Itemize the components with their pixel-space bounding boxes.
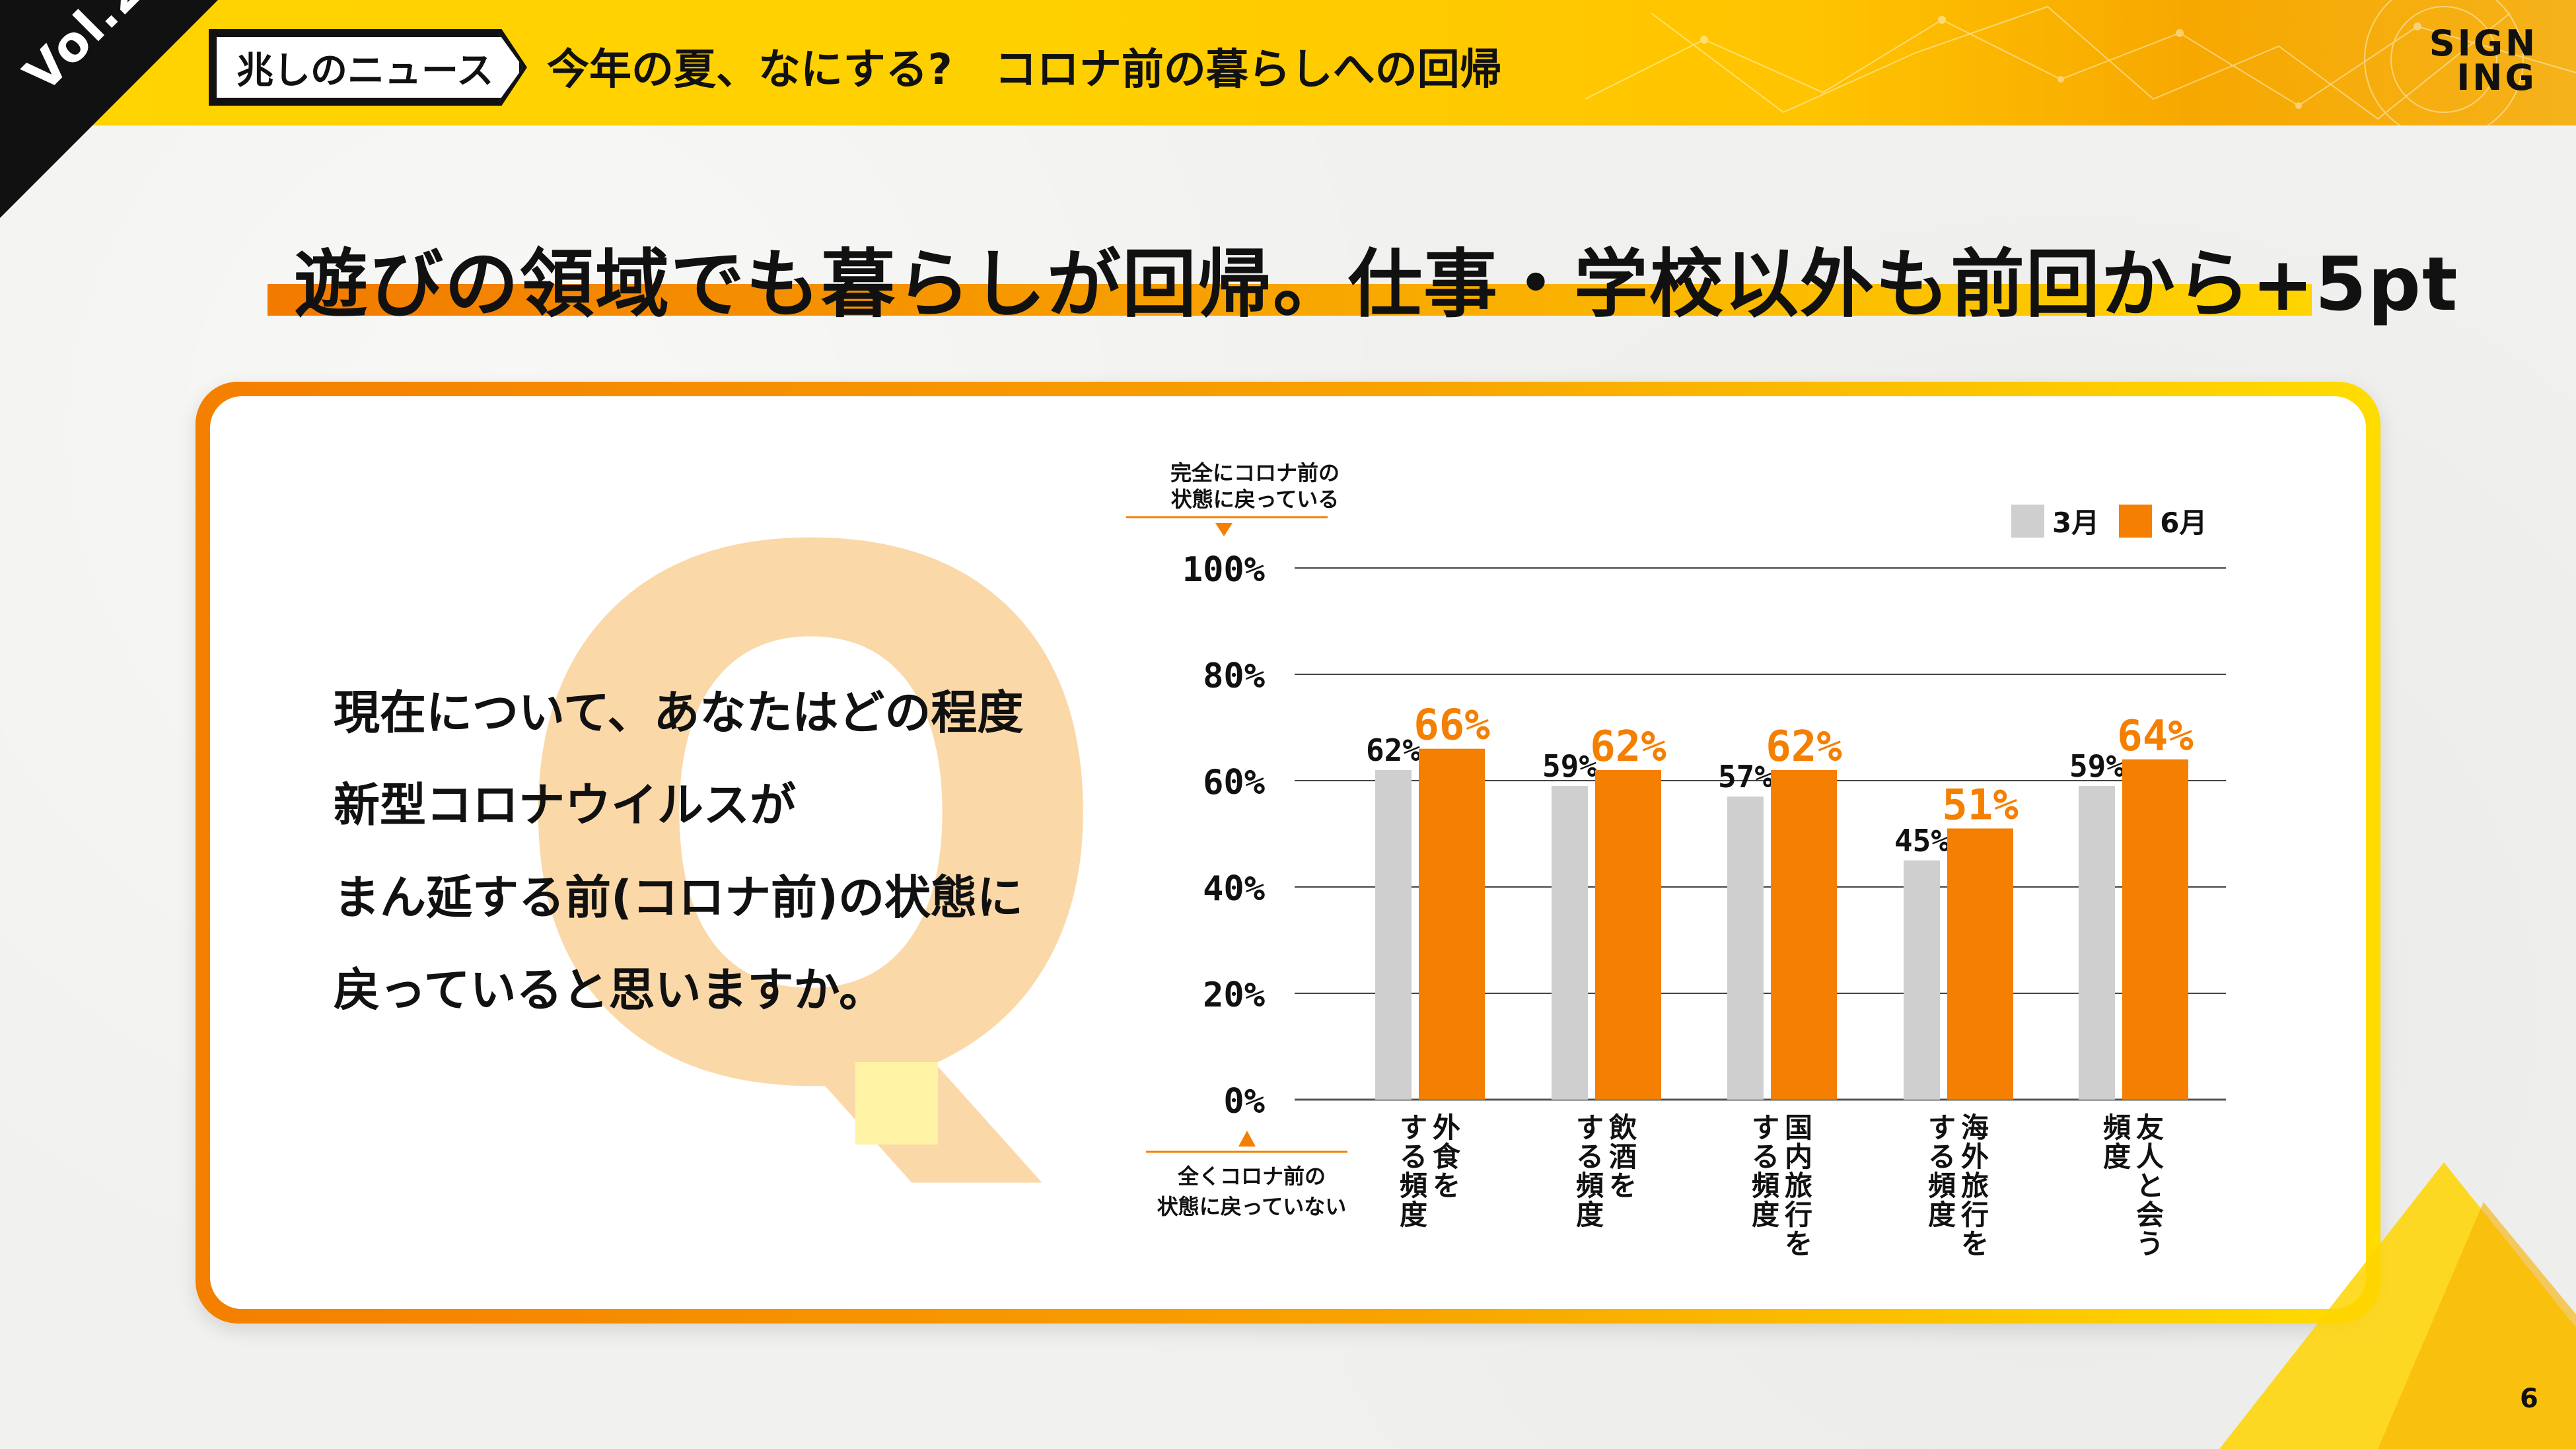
question-text: 現在について、あなたはどの程度 新型コロナウイルスが まん延する前(コロナ前)の… xyxy=(334,684,1159,1053)
legend-item-june: 6月 xyxy=(2119,501,2207,541)
category-label-char: 外 xyxy=(1433,1112,1460,1144)
category-label-char: る xyxy=(1576,1141,1604,1173)
brand-line-1: SIGN xyxy=(2429,22,2538,64)
question-mark-decoration: Q xyxy=(502,403,1120,1248)
category-label-char: 行 xyxy=(1785,1199,1812,1231)
bar-march xyxy=(1727,796,1764,1100)
data-label-june: 64% xyxy=(2117,712,2194,761)
legend-label-march: 3月 xyxy=(2052,507,2100,539)
category-label-char: 内 xyxy=(1785,1141,1812,1173)
brand-logo: SIGN ING xyxy=(2417,22,2550,98)
category-label-char: 度 xyxy=(1400,1199,1427,1231)
y-tick-label: 60% xyxy=(1203,763,1265,802)
page-number: 6 xyxy=(2520,1384,2538,1414)
bar-march xyxy=(1552,786,1588,1100)
bar-march xyxy=(1904,860,1940,1100)
category-label-char: 度 xyxy=(1928,1199,1956,1231)
legend-item-march: 3月 xyxy=(2011,501,2099,541)
category-label-char: 度 xyxy=(2103,1141,2131,1173)
category-label-char: す xyxy=(1576,1112,1604,1144)
question-dot-decoration xyxy=(855,1062,938,1145)
bar-june xyxy=(1771,769,1837,1100)
question-line: まん延する前(コロナ前)の状態に xyxy=(334,870,1023,925)
news-badge: 兆しのニュース xyxy=(213,33,523,102)
question-line: 新型コロナウイルスが xyxy=(334,778,796,832)
category-label-char: 食 xyxy=(1433,1141,1461,1173)
data-label-march: 45% xyxy=(1894,823,1949,859)
axis-note-top: 完全にコロナ前の 状態に戻っている xyxy=(1123,460,1387,512)
y-tick-label: 40% xyxy=(1203,869,1265,909)
axis-note-bottom-arrow xyxy=(1238,1131,1256,1147)
bar-march xyxy=(2079,786,2115,1100)
data-label-march: 62% xyxy=(1366,732,1421,768)
data-label-june: 62% xyxy=(1590,723,1666,771)
category-label-char: す xyxy=(1752,1112,1779,1144)
chart-legend: 3月 6月 xyxy=(2011,501,2227,541)
axis-note-bottom-line1: 全くコロナ前の xyxy=(1177,1164,1326,1189)
axis-note-top-line2: 状態に戻っている xyxy=(1170,487,1340,512)
bar-june xyxy=(1419,748,1485,1100)
data-label-march: 59% xyxy=(1542,748,1597,784)
category-label-char: を xyxy=(1961,1228,1989,1260)
headline-underline xyxy=(268,284,2312,316)
bar-june xyxy=(2122,759,2188,1100)
question-line: 戻っていると思いますか。 xyxy=(334,963,886,1017)
axis-note-bottom-line2: 状態に戻っていない xyxy=(1157,1194,1347,1219)
y-tick-label: 0% xyxy=(1223,1082,1265,1121)
category-label-char: 友 xyxy=(2136,1112,2164,1144)
category-label-char: す xyxy=(1928,1112,1956,1144)
axis-note-top-line1: 完全にコロナ前の xyxy=(1170,460,1340,485)
header-title: 今年の夏、なにする? コロナ前の暮らしへの回帰 xyxy=(547,46,1502,94)
category-label-char: る xyxy=(1752,1141,1779,1173)
category-label-char: 頻 xyxy=(1400,1170,1427,1202)
data-label-june: 62% xyxy=(1766,723,1842,771)
bar-march xyxy=(1375,769,1412,1100)
category-label-char: 海 xyxy=(1961,1112,1989,1144)
data-label-june: 51% xyxy=(1942,781,2019,830)
brand-line-2: ING xyxy=(2456,57,2537,98)
category-label-char: と xyxy=(2136,1170,2164,1202)
bar-june xyxy=(1947,828,2013,1100)
y-tick-label: 20% xyxy=(1203,975,1265,1015)
bar-june xyxy=(1595,769,1661,1100)
data-label-march: 59% xyxy=(2069,748,2124,784)
category-label-char: 頻 xyxy=(1752,1170,1779,1202)
category-label-char: る xyxy=(1928,1141,1956,1173)
category-label-char: 飲 xyxy=(1609,1112,1637,1144)
category-label-char: 国 xyxy=(1785,1112,1812,1144)
category-label-char: 行 xyxy=(1961,1199,1989,1231)
legend-swatch-june xyxy=(2119,504,2153,538)
corner-decoration xyxy=(2219,1162,2576,1449)
legend-swatch-march xyxy=(2011,504,2044,538)
category-label-char: 旅 xyxy=(1961,1170,1989,1202)
category-label-char: す xyxy=(1400,1112,1427,1144)
data-label-june: 66% xyxy=(1413,701,1490,750)
category-label-char: 頻 xyxy=(1928,1170,1956,1202)
category-label-char: 人 xyxy=(2136,1141,2164,1173)
page-headline: 遊びの領域でも暮らしが回帰。仕事・学校以外も前回から+5pt xyxy=(294,242,2459,328)
category-label-char: 酒 xyxy=(1609,1141,1637,1173)
category-label-char: 外 xyxy=(1961,1141,1989,1173)
legend-label-june: 6月 xyxy=(2160,507,2207,539)
category-label-char: 旅 xyxy=(1785,1170,1812,1202)
y-tick-label: 100% xyxy=(1182,550,1265,590)
category-label-char: を xyxy=(1609,1170,1637,1202)
question-line: 現在について、あなたはどの程度 xyxy=(334,686,1024,740)
category-label-char: 会 xyxy=(2136,1199,2164,1231)
data-label-march: 57% xyxy=(1718,759,1773,795)
category-label-char: る xyxy=(1400,1141,1427,1173)
category-label-char: 度 xyxy=(1752,1199,1779,1231)
category-label-char: を xyxy=(1433,1170,1460,1202)
network-decoration xyxy=(1585,0,2576,125)
category-label-char: 度 xyxy=(1576,1199,1604,1231)
axis-note-bottom: 全くコロナ前の 状態に戻っていない xyxy=(1143,1161,1361,1222)
category-label-char: 頻 xyxy=(2103,1112,2131,1144)
category-label-char: 頻 xyxy=(1576,1170,1604,1202)
axis-note-top-arrow xyxy=(1215,523,1233,536)
category-label-char: を xyxy=(1785,1228,1812,1260)
category-label-char: う xyxy=(2136,1228,2164,1260)
y-tick-label: 80% xyxy=(1203,656,1265,696)
